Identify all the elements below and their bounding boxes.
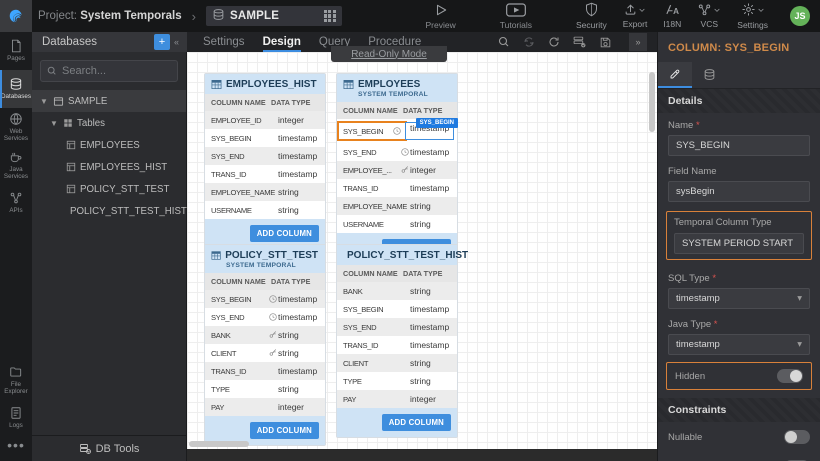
svg-text:A: A: [673, 7, 679, 16]
